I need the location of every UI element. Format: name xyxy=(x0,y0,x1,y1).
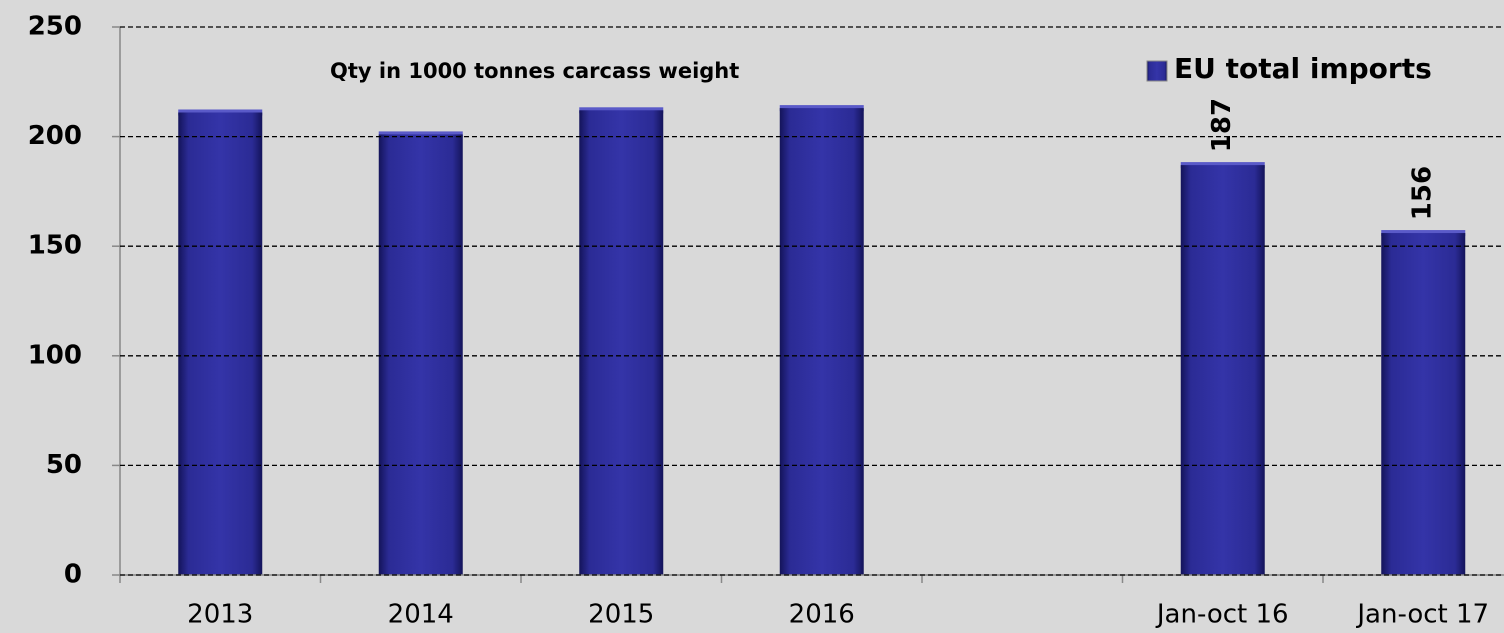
legend-label: EU total imports xyxy=(1174,52,1432,85)
bar xyxy=(178,112,263,575)
x-tick-label: 2015 xyxy=(588,600,654,630)
y-tick-label: 200 xyxy=(28,121,82,151)
bar xyxy=(779,108,864,575)
x-tick-label: 2016 xyxy=(789,600,855,630)
x-tick-label: 2013 xyxy=(187,600,253,630)
y-tick-label: 250 xyxy=(28,12,82,42)
y-tick-label: 100 xyxy=(28,340,82,370)
bar xyxy=(579,110,664,576)
x-tick-label: 2014 xyxy=(388,600,454,630)
x-tick-label: Jan-oct 16 xyxy=(1155,600,1289,630)
x-tick-label: Jan-oct 17 xyxy=(1355,600,1489,630)
y-tick-label: 50 xyxy=(46,450,82,480)
legend-swatch xyxy=(1146,60,1168,82)
value-label: 156 xyxy=(1408,166,1438,220)
y-tick-label: 150 xyxy=(28,231,82,261)
bar xyxy=(1180,165,1265,575)
value-label: 187 xyxy=(1207,98,1237,152)
bar xyxy=(378,134,463,575)
chart-title: Qty in 1000 tonnes carcass weight xyxy=(330,59,739,83)
y-tick-label: 0 xyxy=(64,560,82,590)
bar xyxy=(1381,233,1466,575)
